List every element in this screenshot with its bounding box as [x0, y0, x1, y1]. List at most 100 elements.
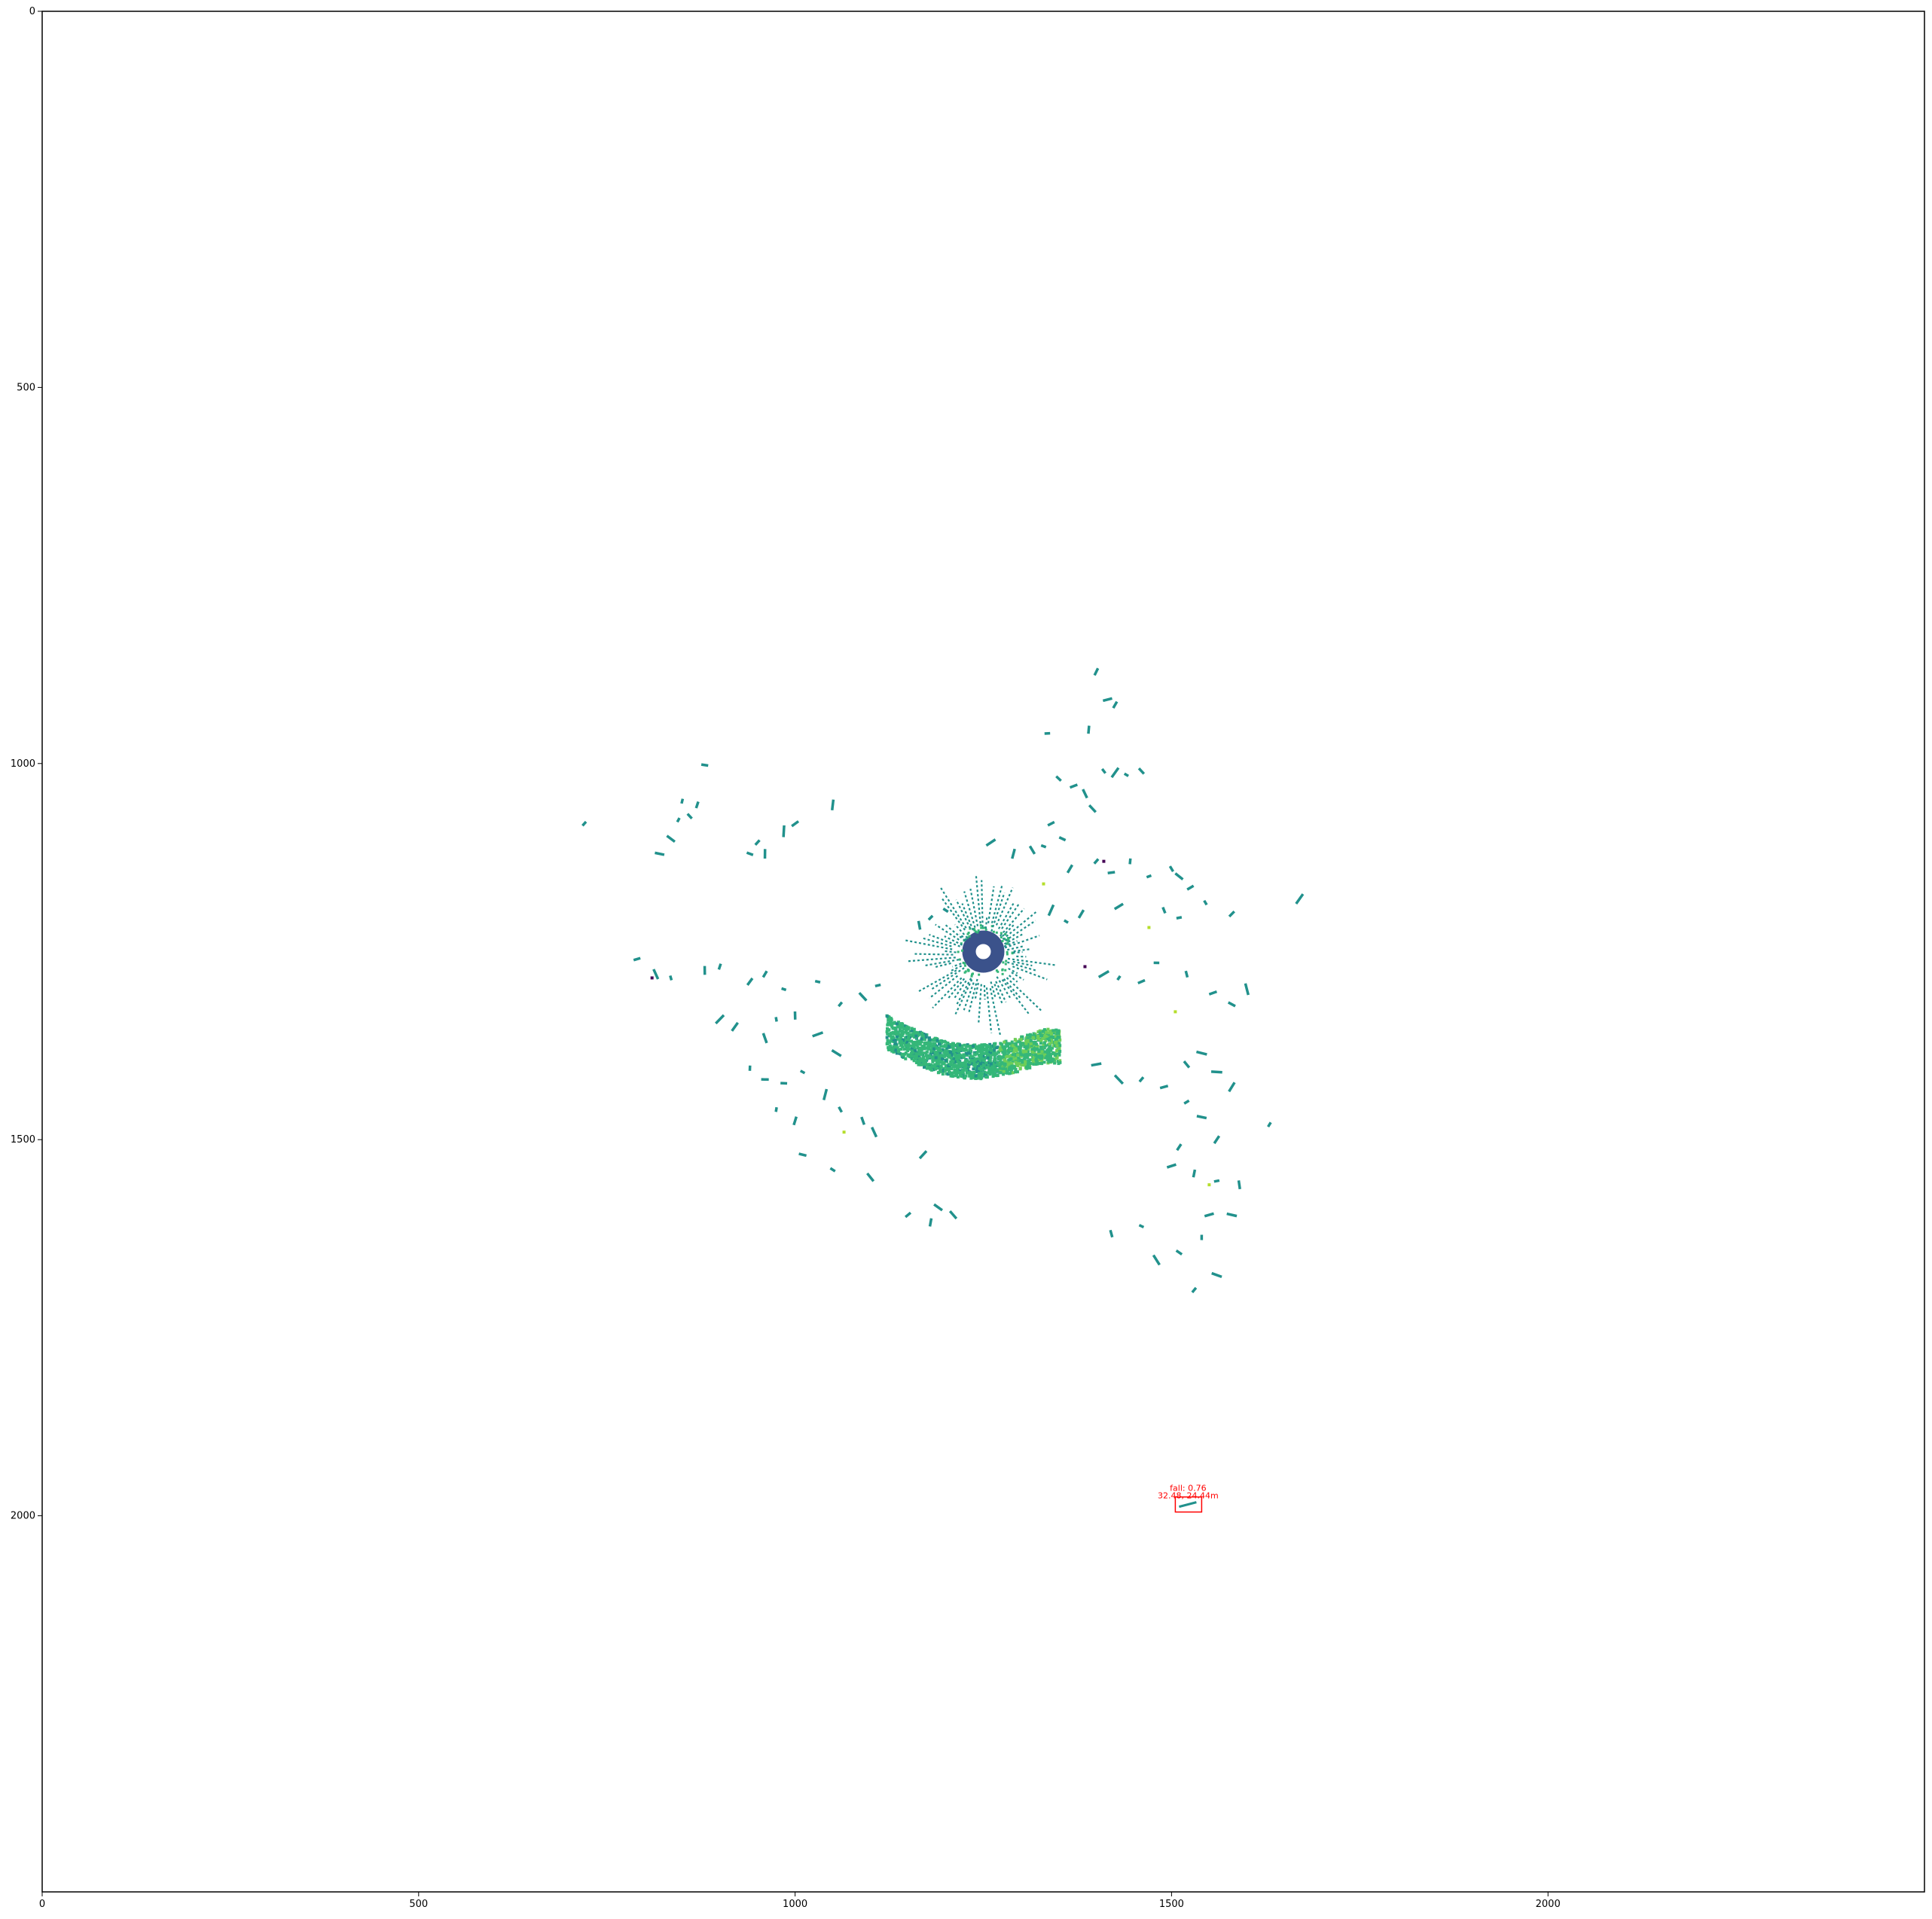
band-point — [892, 1036, 896, 1040]
band-point — [1014, 1042, 1018, 1045]
band-point — [1015, 1040, 1019, 1044]
band-point — [1018, 1066, 1022, 1070]
band-point — [975, 1069, 978, 1073]
band-point — [1006, 1054, 1009, 1058]
band-point — [954, 1053, 957, 1057]
band-point — [941, 1045, 945, 1048]
band-point — [956, 1063, 960, 1067]
band-point — [945, 1072, 948, 1075]
band-point — [935, 1045, 939, 1049]
band-point — [911, 1041, 915, 1045]
band-point — [963, 1076, 966, 1080]
band-point — [1032, 1047, 1036, 1051]
band-point — [948, 1045, 951, 1049]
band-point — [936, 1062, 940, 1066]
band-point — [898, 1033, 902, 1036]
band-point — [1040, 1054, 1044, 1058]
band-point — [999, 1069, 1003, 1072]
band-point — [962, 1075, 966, 1078]
band-point — [917, 1042, 920, 1045]
band-point — [1047, 1060, 1051, 1063]
band-point — [1058, 1042, 1061, 1045]
spoke-mark — [981, 880, 984, 928]
band-point — [1045, 1049, 1049, 1053]
scatter-point — [774, 1017, 778, 1022]
band-point — [1034, 1057, 1038, 1061]
band-point — [923, 1066, 926, 1069]
band-point — [941, 1072, 945, 1076]
scatter-point — [917, 920, 922, 930]
band-point — [1023, 1060, 1027, 1063]
band-point — [945, 1042, 949, 1045]
band-point — [980, 1075, 984, 1079]
band-point — [905, 1041, 909, 1045]
band-point — [898, 1034, 902, 1038]
band-point — [984, 1075, 988, 1079]
band-point — [981, 1072, 984, 1076]
band-point — [979, 1067, 983, 1071]
scatter-point — [1228, 910, 1235, 918]
band-point — [1009, 1042, 1012, 1045]
band-point — [1045, 1057, 1049, 1061]
band-point — [887, 1033, 891, 1036]
band-point — [964, 1074, 968, 1078]
scatter-point — [933, 1203, 943, 1212]
band-point — [977, 1075, 981, 1078]
band-point — [939, 1065, 943, 1069]
scatter-point — [655, 851, 665, 856]
band-point — [1016, 1045, 1020, 1049]
band-point — [934, 1056, 938, 1060]
spoke-mark — [1008, 967, 1018, 975]
band-point — [1046, 1037, 1050, 1041]
spoke-mark — [993, 984, 1004, 1005]
ring-point — [976, 931, 979, 934]
band-point — [1052, 1031, 1056, 1035]
scatter-point — [1192, 1169, 1197, 1178]
band-point — [958, 1053, 962, 1057]
spoke-mark — [990, 981, 997, 999]
band-point — [944, 1059, 948, 1063]
band-point — [914, 1055, 917, 1059]
scatter-point — [1183, 1060, 1191, 1069]
band-point — [1023, 1055, 1027, 1059]
scatter-point — [1055, 775, 1062, 783]
band-point — [1033, 1041, 1036, 1045]
band-point — [988, 1051, 992, 1054]
scatter-point — [871, 1127, 878, 1138]
band-point — [963, 1059, 967, 1063]
band-point — [908, 1033, 912, 1036]
band-point — [998, 1055, 1002, 1059]
cluster-center-ring — [957, 924, 1014, 978]
band-point — [938, 1066, 942, 1069]
detection-object — [1179, 1501, 1197, 1509]
band-point — [1031, 1058, 1035, 1062]
accent-point — [1102, 859, 1106, 863]
scatter-point — [1195, 1050, 1207, 1056]
band-point — [972, 1067, 975, 1071]
band-point — [940, 1041, 944, 1045]
scatter-point — [1040, 844, 1047, 849]
band-point — [968, 1048, 972, 1051]
band-point — [965, 1069, 969, 1072]
x-tick-label: 1000 — [783, 1899, 807, 1910]
band-point — [885, 1030, 889, 1034]
scatter-point — [1186, 884, 1195, 891]
scatter-point — [1237, 1180, 1241, 1190]
band-point — [1014, 1068, 1018, 1072]
spoke-mark — [997, 902, 1015, 929]
band-point — [1011, 1053, 1015, 1057]
band-point — [1019, 1058, 1023, 1062]
band-point — [932, 1049, 935, 1053]
scatter-point — [700, 763, 709, 767]
band-point — [1005, 1043, 1009, 1047]
band-point — [996, 1061, 1000, 1065]
band-point — [941, 1048, 945, 1052]
x-tick-label: 500 — [409, 1899, 428, 1910]
band-point — [922, 1047, 926, 1051]
scatter-point — [762, 1033, 768, 1044]
band-point — [914, 1053, 918, 1057]
band-point — [938, 1042, 942, 1046]
band-point — [983, 1070, 987, 1074]
band-point — [980, 1057, 984, 1060]
ring-point — [1004, 933, 1007, 936]
